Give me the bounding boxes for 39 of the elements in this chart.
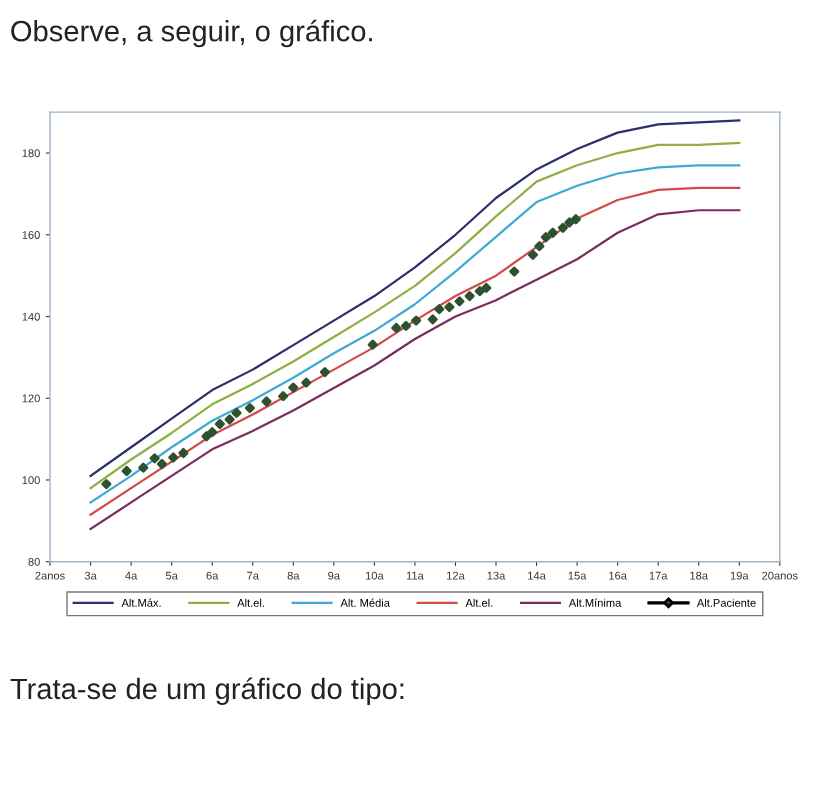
point [557,222,568,233]
point [231,407,242,419]
point [547,227,558,238]
point [138,462,149,473]
point [121,465,132,477]
point [391,322,402,334]
point [319,367,330,378]
point [411,315,422,326]
point [427,314,438,325]
chart-title: Observe, a seguir, o gráfico. [11,19,372,48]
point [156,458,167,470]
point [244,402,255,414]
point [474,286,485,297]
point [564,217,575,228]
point [400,320,412,331]
point [178,447,189,459]
point [464,291,475,302]
point [534,241,545,252]
point [301,377,312,388]
point [201,431,212,442]
point [168,452,179,463]
point [278,391,289,402]
point [367,339,378,350]
point [540,232,551,243]
point [224,414,235,425]
point [481,282,492,293]
point [444,302,455,313]
point [149,453,160,464]
text: Trata-se de um gráfico do tipo: [10,677,404,706]
point [434,304,445,315]
point [101,478,112,490]
point [527,249,538,260]
point [454,296,465,307]
point [570,214,581,225]
point [214,418,225,430]
point [288,382,299,393]
point [509,266,520,277]
point [207,427,218,438]
point [261,396,272,407]
